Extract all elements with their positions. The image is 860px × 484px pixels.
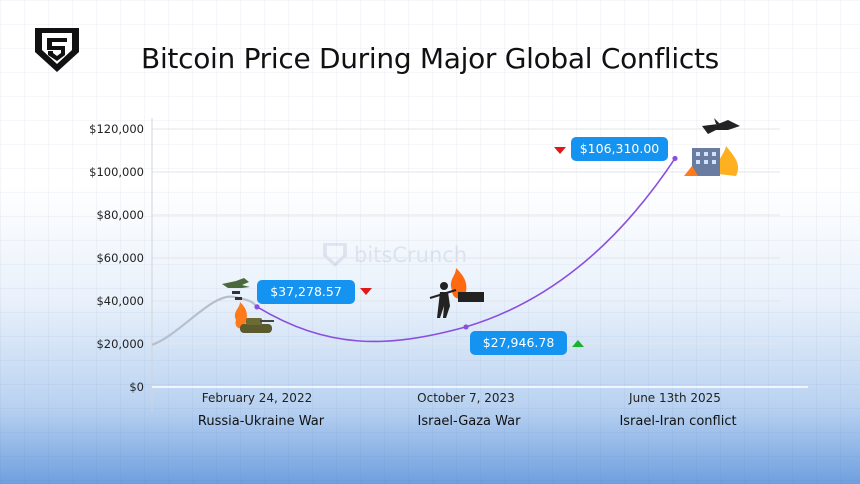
watermark-text: bitsCrunch — [354, 243, 468, 267]
series-line — [256, 157, 676, 343]
bitscrunch-logo — [35, 28, 79, 72]
y-axis-ticks: $0 $20,000 $40,000 $60,000 $80,000 $100,000 $1… — [89, 122, 144, 394]
y-tick-label: $100,000 — [89, 165, 144, 179]
chart-title: Bitcoin Price During Major Global Confli… — [141, 42, 719, 75]
jet-building-fire-icon — [684, 118, 740, 176]
y-tick-label: $20,000 — [96, 337, 144, 351]
history-line — [151, 295, 258, 346]
x-label-3: June 13th 2025 — [629, 391, 721, 405]
soldier-fire-icon — [429, 268, 484, 318]
data-point — [672, 155, 678, 162]
data-point — [463, 324, 469, 330]
value-label-2: $27,946.78 — [470, 331, 567, 355]
x-label-1: February 24, 2022 — [201, 391, 313, 405]
y-tick-label: $40,000 — [96, 294, 144, 308]
value-label-1: $37,278.57 — [257, 280, 355, 304]
data-points — [254, 155, 678, 330]
trend-down-arrow-1 — [360, 288, 372, 295]
event-label-3: Israel-Iran conflict — [619, 414, 737, 429]
event-label-1: Russia-Ukraine War — [197, 414, 325, 429]
y-tick-label: $80,000 — [96, 208, 144, 222]
data-point — [254, 304, 260, 310]
event-label-2: Israel-Gaza War — [417, 414, 521, 429]
value-label-3: $106,310.00 — [571, 137, 668, 161]
gridlines — [152, 128, 780, 345]
trend-up-arrow-2 — [572, 340, 584, 347]
x-label-2: October 7, 2023 — [417, 391, 515, 405]
jet-tank-fire-icon — [222, 278, 274, 333]
y-tick-label: $60,000 — [96, 251, 144, 265]
y-tick-label: $0 — [129, 380, 144, 394]
y-tick-label: $120,000 — [89, 122, 144, 136]
trend-down-arrow-3 — [554, 147, 566, 154]
